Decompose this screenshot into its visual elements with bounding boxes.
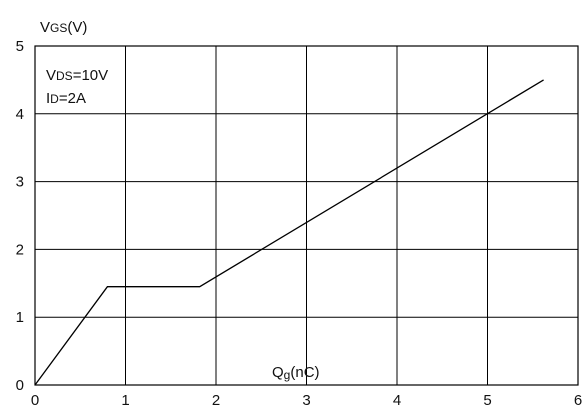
x-tick-label-5: 5 [483,392,491,409]
x-tick-label-2: 2 [212,392,220,409]
x-tick-labels: 0 1 2 3 4 5 6 [31,392,582,409]
y-tick-label-2: 2 [16,241,24,258]
annotation-vds: VDS=10V [46,67,108,84]
x-tick-label-6: 6 [574,392,582,409]
annotation-vds-rest: =10V [73,67,108,84]
x-axis-label-sub: g [284,368,291,382]
annotation-vds-sub: DS [56,69,73,83]
x-axis-label: Qg(nC) [272,364,320,382]
y-tick-label-0: 0 [16,377,24,394]
y-tick-labels: 0 1 2 3 4 5 [16,38,24,394]
y-tick-label-1: 1 [16,309,24,326]
x-tick-label-3: 3 [302,392,310,409]
annotation-id-rest: =2A [59,90,86,107]
annotation-id-main: I [46,90,50,107]
x-axis-label-unit: (nC) [290,364,319,381]
x-tick-label-4: 4 [393,392,401,409]
annotation-vds-main: V [46,67,56,84]
annotation-id-sub: D [50,92,59,106]
y-axis-label: VGS(V) [40,19,87,36]
annotation-id: ID=2A [46,90,86,107]
y-axis-label-sub: GS [50,21,67,35]
x-axis-label-main: Q [272,364,284,381]
y-tick-label-4: 4 [16,106,24,123]
y-axis-label-unit: (V) [67,19,87,36]
x-tick-label-1: 1 [121,392,129,409]
y-tick-label-5: 5 [16,38,24,55]
series-line [34,79,544,386]
y-axis-label-main: V [40,19,50,36]
x-tick-label-0: 0 [31,392,39,409]
grid [35,46,578,385]
y-tick-label-3: 3 [16,174,24,191]
plot-frame [34,45,579,386]
